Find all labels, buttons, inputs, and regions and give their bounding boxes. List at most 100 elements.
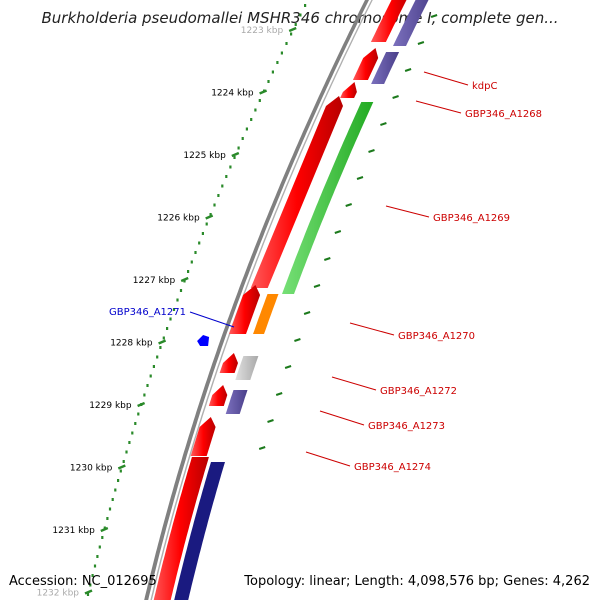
ruler-dot: [149, 374, 152, 378]
ruler-dot: [209, 213, 212, 216]
ruler-dot: [217, 194, 220, 197]
ruler-dot: [128, 441, 131, 444]
ruler-dot: [101, 536, 104, 539]
track-tick: [392, 95, 399, 99]
ruler-dot: [201, 232, 204, 235]
ruler-dot: [89, 583, 92, 587]
gene-label[interactable]: GBP346_A1269: [433, 213, 510, 224]
track-tick: [323, 257, 331, 261]
track-tick: [345, 203, 353, 207]
ruler-dot: [190, 260, 193, 264]
ruler-dot: [271, 70, 274, 74]
ruler-dot: [111, 498, 114, 501]
track-tick: [368, 149, 375, 153]
ruler-dot: [258, 99, 261, 102]
gene-leader-line: [385, 205, 430, 218]
ruler-tick: [180, 276, 189, 283]
track-tick: [356, 176, 364, 180]
ruler-dot: [98, 545, 101, 549]
ruler-dot: [237, 146, 240, 150]
gene-leader-line: [189, 311, 235, 328]
gene-label[interactable]: GBP346_A1272: [380, 386, 457, 397]
ruler-dot: [134, 422, 137, 425]
gene-purple-2[interactable]: [371, 52, 400, 84]
gene-label[interactable]: GBP346_A1268: [465, 109, 542, 120]
ruler-dot: [233, 156, 236, 159]
ruler-tick-label: 1225 kbp: [183, 151, 226, 161]
ruler-dot: [225, 175, 228, 178]
track-tick: [267, 419, 274, 423]
ruler-tick: [205, 214, 214, 220]
gene-GBP346_A1270[interactable]: [229, 285, 261, 334]
gene-orange[interactable]: [253, 294, 279, 334]
gene-label[interactable]: GBP346_A1273: [368, 421, 445, 432]
ruler-dot: [162, 336, 165, 340]
ruler-dot: [294, 23, 297, 26]
ruler-dot: [119, 469, 122, 473]
ruler-dot: [159, 346, 162, 349]
gene-leader-line: [415, 100, 462, 114]
ruler-dot: [299, 13, 302, 17]
ruler-tick: [84, 589, 93, 595]
ruler-tick-label: 1228 kbp: [110, 339, 153, 349]
gene-purple-1273[interactable]: [225, 390, 248, 414]
ruler-dot: [290, 32, 293, 36]
ruler-tick-label: 1229 kbp: [89, 401, 132, 411]
ruler-dot: [152, 365, 155, 368]
ruler-tick: [259, 89, 268, 95]
ruler-dot: [172, 308, 176, 311]
ruler-dot: [106, 517, 109, 520]
gene-kdpC[interactable]: [352, 48, 379, 80]
gene-label[interactable]: GBP346_A1274: [354, 462, 431, 473]
track-tick: [430, 14, 438, 18]
ruler-dot: [91, 574, 94, 577]
ruler-dot: [254, 108, 257, 112]
ruler-dot: [156, 355, 159, 359]
gene-label[interactable]: GBP346_A1271: [109, 307, 186, 318]
ruler-tick: [158, 339, 167, 345]
gene-navy-bottom[interactable]: [172, 462, 225, 600]
gene-red-top[interactable]: [370, 0, 412, 42]
gene-leader-line: [319, 410, 365, 426]
gene-GBP346_A1274[interactable]: [190, 417, 216, 456]
track-tick: [284, 365, 292, 369]
gene-GBP346_A1271[interactable]: [197, 335, 210, 346]
track-tick: [258, 446, 266, 450]
gene-label[interactable]: kdpC: [472, 81, 497, 92]
gene-GBP346_A1273[interactable]: [208, 385, 228, 406]
ruler-dot: [96, 555, 99, 558]
ruler-tick: [117, 464, 126, 470]
ruler-dot: [122, 460, 125, 463]
ruler-dot: [229, 165, 232, 169]
ruler-tick-label: 1227 kbp: [133, 276, 176, 286]
ruler-dot: [108, 507, 112, 511]
gene-red-bottom[interactable]: [152, 457, 209, 600]
track-tick: [380, 122, 387, 126]
ruler-dot: [187, 270, 190, 273]
gene-GBP346_A1268[interactable]: [282, 102, 374, 294]
ruler-dot: [179, 289, 183, 292]
gene-red-small[interactable]: [340, 82, 357, 98]
accession-text: Accession: NC_012695: [9, 574, 157, 589]
ruler-tick: [137, 401, 146, 408]
ruler-dot: [194, 251, 197, 254]
ruler-tick-label: 1231 kbp: [52, 526, 95, 536]
ruler-tick-label: 1224 kbp: [211, 89, 254, 99]
ruler-dot: [114, 488, 117, 492]
gene-label[interactable]: GBP346_A1270: [398, 331, 475, 342]
gene-GBP346_A1269[interactable]: [250, 96, 343, 288]
ruler-dot: [276, 61, 279, 64]
ruler-dot: [267, 80, 270, 83]
gene-purple-top[interactable]: [393, 0, 434, 46]
gene-leader-line: [423, 71, 469, 86]
ruler-dot: [241, 137, 244, 140]
gene-red-1272[interactable]: [219, 353, 238, 373]
gene-GBP346_A1272[interactable]: [235, 356, 259, 380]
ruler-dot: [221, 184, 224, 188]
ruler-dot: [137, 412, 140, 416]
track-tick: [334, 230, 342, 234]
ruler-tick-label: 1226 kbp: [157, 214, 200, 224]
ruler-dot: [183, 279, 186, 283]
ruler-tick: [100, 526, 109, 533]
